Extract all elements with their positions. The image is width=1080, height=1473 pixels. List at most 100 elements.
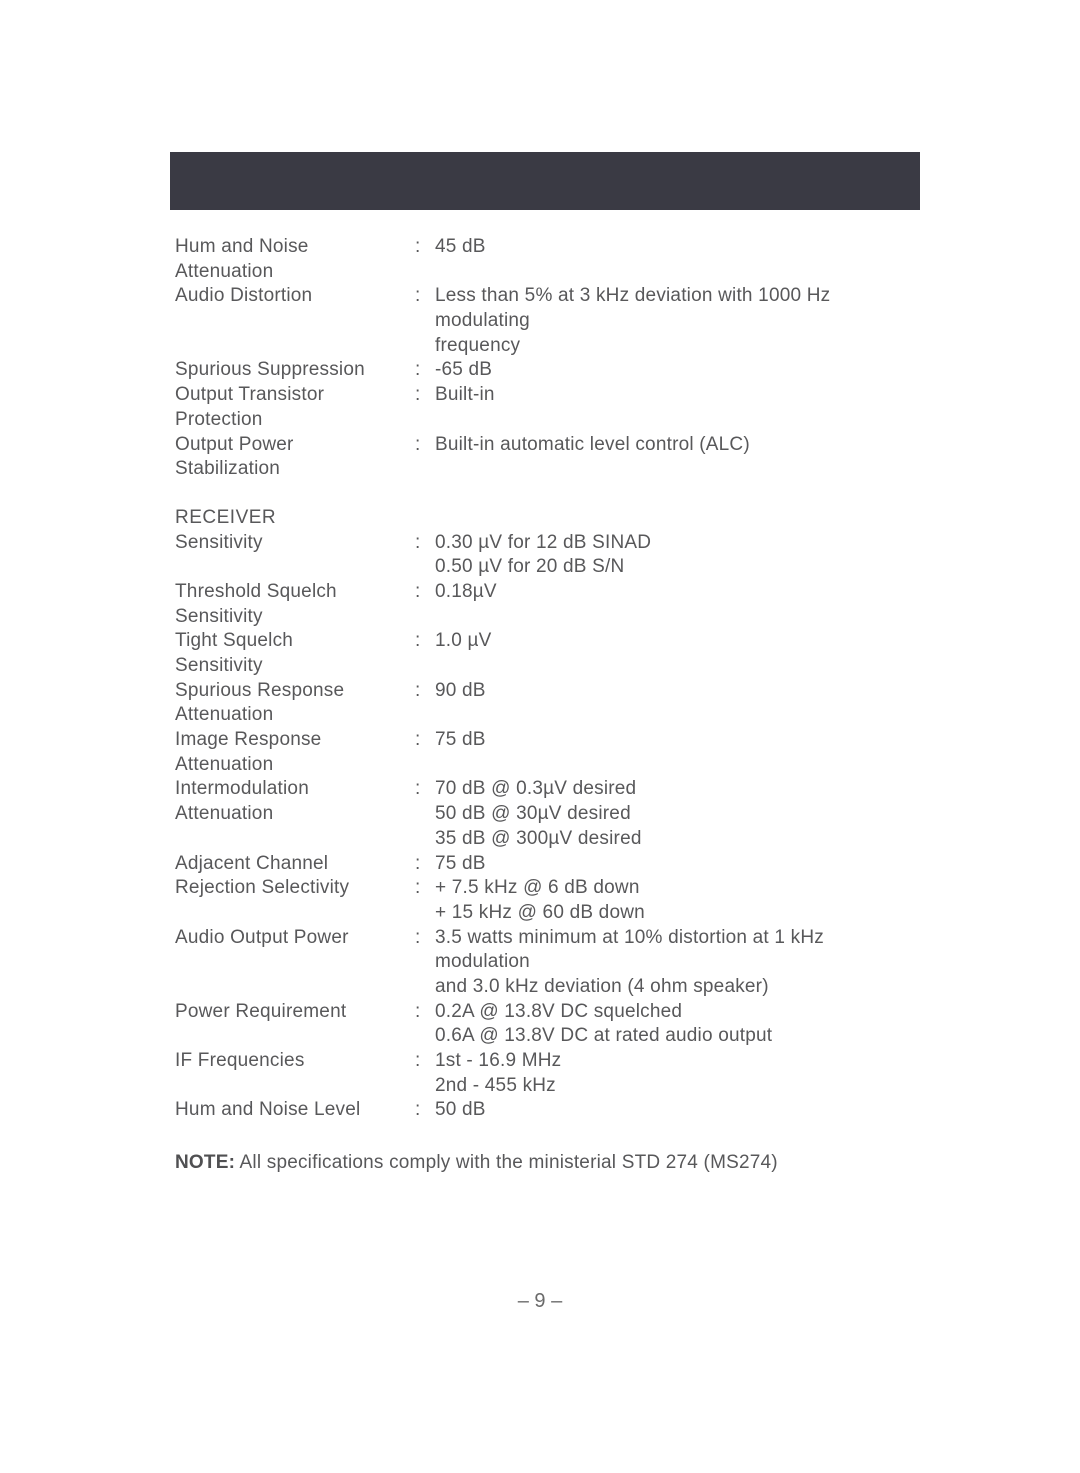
spec-sep: : bbox=[415, 629, 435, 654]
spec-label: Audio Distortion bbox=[175, 284, 415, 309]
spec-row: Attenuation bbox=[175, 703, 915, 728]
spec-label: IF Frequencies bbox=[175, 1049, 415, 1074]
spec-value: + 7.5 kHz @ 6 dB down bbox=[435, 876, 915, 901]
spec-label: Audio Output Power bbox=[175, 926, 415, 951]
spec-sep: : bbox=[415, 1098, 435, 1123]
spec-value: 1st - 16.9 MHz bbox=[435, 1049, 915, 1074]
spec-sep: : bbox=[415, 433, 435, 458]
spec-row: Stabilization bbox=[175, 457, 915, 482]
spec-sep: : bbox=[415, 852, 435, 877]
spec-value: Built-in bbox=[435, 383, 915, 408]
spec-label: Attenuation bbox=[175, 753, 415, 778]
spec-value-cont: 0.50 µV for 20 dB S/N bbox=[435, 555, 915, 580]
spec-label: Attenuation bbox=[175, 802, 415, 827]
spec-label: Protection bbox=[175, 408, 415, 433]
spec-row: Attenuation 50 dB @ 30µV desired bbox=[175, 802, 915, 827]
spec-value-cont: 35 dB @ 300µV desired bbox=[435, 827, 915, 852]
header-bar bbox=[170, 152, 920, 210]
spec-row: 0.6A @ 13.8V DC at rated audio output bbox=[175, 1024, 915, 1049]
spec-row: Hum and Noise Level : 50 dB bbox=[175, 1098, 915, 1123]
spec-sep: : bbox=[415, 876, 435, 901]
spec-label: Sensitivity bbox=[175, 654, 415, 679]
spec-label: Intermodulation bbox=[175, 777, 415, 802]
spec-sep: : bbox=[415, 235, 435, 260]
spec-row: Tight Squelch : 1.0 µV bbox=[175, 629, 915, 654]
spec-value: 75 dB bbox=[435, 852, 915, 877]
spec-row: frequency bbox=[175, 334, 915, 359]
spec-value: Less than 5% at 3 kHz deviation with 100… bbox=[435, 284, 915, 333]
spec-row: Image Response : 75 dB bbox=[175, 728, 915, 753]
spec-label: Stabilization bbox=[175, 457, 415, 482]
spec-row: Intermodulation : 70 dB @ 0.3µV desired bbox=[175, 777, 915, 802]
spec-value: 0.2A @ 13.8V DC squelched bbox=[435, 1000, 915, 1025]
spec-label: Output Power bbox=[175, 433, 415, 458]
spec-value: 75 dB bbox=[435, 728, 915, 753]
spec-row: IF Frequencies : 1st - 16.9 MHz bbox=[175, 1049, 915, 1074]
spec-value: Built-in automatic level control (ALC) bbox=[435, 433, 915, 458]
spec-sep: : bbox=[415, 383, 435, 408]
spec-row: Sensitivity bbox=[175, 605, 915, 630]
page-number: – 9 – bbox=[0, 1290, 1080, 1313]
spec-row: Audio Output Power : 3.5 watts minimum a… bbox=[175, 926, 915, 975]
spec-label: Rejection Selectivity bbox=[175, 876, 415, 901]
spec-value-cont: 50 dB @ 30µV desired bbox=[435, 802, 915, 827]
section-head-receiver: RECEIVER bbox=[175, 506, 915, 531]
spec-value: 70 dB @ 0.3µV desired bbox=[435, 777, 915, 802]
spec-value: 0.18µV bbox=[435, 580, 915, 605]
spec-value: 90 dB bbox=[435, 679, 915, 704]
spec-value-cont: and 3.0 kHz deviation (4 ohm speaker) bbox=[435, 975, 915, 1000]
spec-label: Spurious Response bbox=[175, 679, 415, 704]
spec-sep: : bbox=[415, 531, 435, 556]
spec-row: Threshold Squelch : 0.18µV bbox=[175, 580, 915, 605]
spec-row: Protection bbox=[175, 408, 915, 433]
spec-row: Attenuation bbox=[175, 753, 915, 778]
spec-sep: : bbox=[415, 1049, 435, 1074]
spec-row: Hum and Noise : 45 dB bbox=[175, 235, 915, 260]
spec-label: Output Transistor bbox=[175, 383, 415, 408]
spec-value: 45 dB bbox=[435, 235, 915, 260]
spec-row: 35 dB @ 300µV desired bbox=[175, 827, 915, 852]
spec-sep: : bbox=[415, 728, 435, 753]
note: NOTE: All specifications comply with the… bbox=[175, 1151, 915, 1176]
spec-sep: : bbox=[415, 777, 435, 802]
spec-value: 1.0 µV bbox=[435, 629, 915, 654]
page: Hum and Noise : 45 dB Attenuation Audio … bbox=[0, 0, 1080, 1473]
spec-label: Tight Squelch bbox=[175, 629, 415, 654]
spec-value: -65 dB bbox=[435, 358, 915, 383]
spec-row: + 15 kHz @ 60 dB down bbox=[175, 901, 915, 926]
spec-label: Hum and Noise Level bbox=[175, 1098, 415, 1123]
spec-row: Output Transistor : Built-in bbox=[175, 383, 915, 408]
spec-row: Sensitivity : 0.30 µV for 12 dB SINAD bbox=[175, 531, 915, 556]
spec-row: Attenuation bbox=[175, 260, 915, 285]
spec-row: Spurious Suppression : -65 dB bbox=[175, 358, 915, 383]
spec-label: Sensitivity bbox=[175, 605, 415, 630]
spec-value-cont: 2nd - 455 kHz bbox=[435, 1074, 915, 1099]
spec-value-cont: frequency bbox=[435, 334, 915, 359]
spec-value: 50 dB bbox=[435, 1098, 915, 1123]
note-text: All specifications comply with the minis… bbox=[240, 1152, 778, 1173]
spec-value: 0.30 µV for 12 dB SINAD bbox=[435, 531, 915, 556]
spec-row: Output Power : Built-in automatic level … bbox=[175, 433, 915, 458]
spec-label: Spurious Suppression bbox=[175, 358, 415, 383]
spec-value-cont: + 15 kHz @ 60 dB down bbox=[435, 901, 915, 926]
spec-sep: : bbox=[415, 284, 435, 309]
spec-label: Hum and Noise bbox=[175, 235, 415, 260]
spec-value-cont: 0.6A @ 13.8V DC at rated audio output bbox=[435, 1024, 915, 1049]
spec-content: Hum and Noise : 45 dB Attenuation Audio … bbox=[175, 235, 915, 1176]
spec-row: 0.50 µV for 20 dB S/N bbox=[175, 555, 915, 580]
spec-label: Attenuation bbox=[175, 260, 415, 285]
spec-sep: : bbox=[415, 926, 435, 951]
spec-sep: : bbox=[415, 580, 435, 605]
spec-row: Rejection Selectivity : + 7.5 kHz @ 6 dB… bbox=[175, 876, 915, 901]
spec-row: Sensitivity bbox=[175, 654, 915, 679]
spec-label: Attenuation bbox=[175, 703, 415, 728]
spec-label: Threshold Squelch bbox=[175, 580, 415, 605]
spec-sep: : bbox=[415, 358, 435, 383]
spec-row: 2nd - 455 kHz bbox=[175, 1074, 915, 1099]
spec-row: Adjacent Channel : 75 dB bbox=[175, 852, 915, 877]
spec-row: Power Requirement : 0.2A @ 13.8V DC sque… bbox=[175, 1000, 915, 1025]
spec-label: Sensitivity bbox=[175, 531, 415, 556]
spec-row: Spurious Response : 90 dB bbox=[175, 679, 915, 704]
spec-row: Audio Distortion : Less than 5% at 3 kHz… bbox=[175, 284, 915, 333]
spec-label: Adjacent Channel bbox=[175, 852, 415, 877]
